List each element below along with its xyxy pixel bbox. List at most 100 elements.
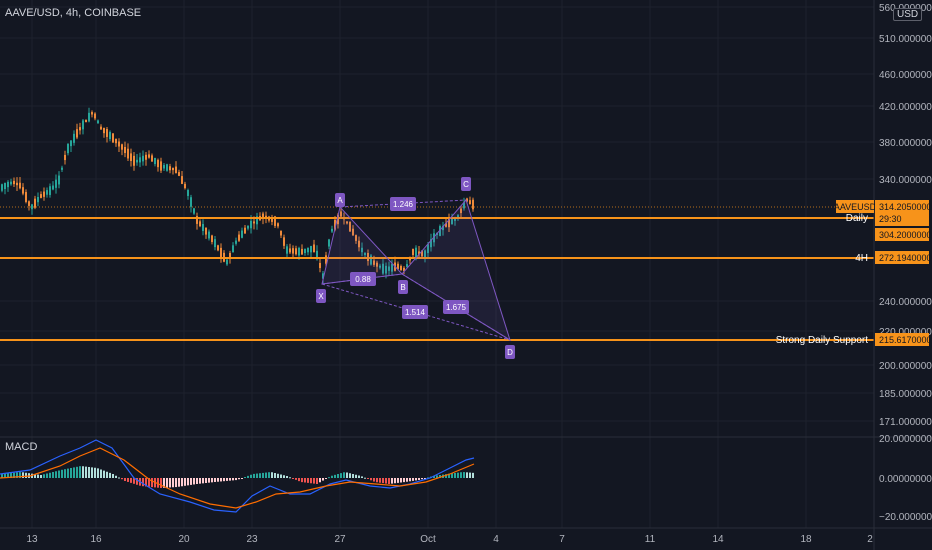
- candle-body: [256, 216, 258, 225]
- candle-body: [139, 157, 141, 163]
- macd-histogram-bar: [292, 478, 294, 479]
- macd-histogram-bar: [409, 478, 411, 482]
- macd-histogram-bar: [460, 472, 462, 478]
- candle-body: [220, 247, 222, 258]
- macd-histogram-bar: [376, 478, 378, 483]
- candle-body: [19, 182, 21, 189]
- macd-histogram-bar: [448, 473, 450, 478]
- macd-histogram-bar: [385, 478, 387, 484]
- macd-histogram-bar: [199, 478, 201, 484]
- candle-body: [430, 239, 432, 248]
- macd-histogram-bar: [244, 477, 246, 478]
- macd-histogram-bar: [97, 468, 99, 478]
- macd-axis-label: 0.00000000: [879, 474, 932, 485]
- candle-body: [205, 227, 207, 235]
- macd-histogram-bar: [412, 478, 414, 481]
- pattern-ratio-box[interactable]: [402, 305, 428, 319]
- candle-body: [58, 175, 60, 185]
- macd-histogram-bar: [436, 475, 438, 478]
- macd-histogram-bar: [472, 472, 474, 478]
- candle-body: [292, 248, 294, 254]
- candle-body: [382, 263, 384, 274]
- candle-body: [178, 172, 180, 176]
- macd-histogram-bar: [208, 478, 210, 483]
- macd-histogram-bar: [49, 472, 51, 478]
- macd-histogram-bar: [235, 478, 237, 481]
- macd-histogram-bar: [223, 478, 225, 482]
- macd-histogram-bar: [361, 476, 363, 478]
- candle-body: [307, 247, 309, 253]
- candle-body: [88, 112, 90, 122]
- price-tags: AAVEUSD 314.20500000 29:30 304.20000000 272.…: [834, 200, 932, 346]
- candle-body: [385, 265, 387, 274]
- macd-histogram-bar: [142, 478, 144, 487]
- macd-histogram-bar: [421, 478, 423, 480]
- time-axis-label: 11: [645, 534, 656, 545]
- candle-body: [181, 176, 183, 184]
- symbol-title[interactable]: AAVE/USD, 4h, COINBASE: [5, 7, 142, 19]
- candle-body: [226, 259, 228, 265]
- candle-body: [154, 157, 156, 165]
- candle-body: [322, 273, 324, 279]
- candle-body: [286, 246, 288, 254]
- pattern-point-label: X: [318, 292, 324, 301]
- macd-histogram-bar: [304, 478, 306, 483]
- price-axis-label: 200.00000000: [879, 361, 932, 372]
- macd-histogram-bar: [220, 478, 222, 482]
- macd-histogram-bar: [307, 478, 309, 483]
- candle-body: [352, 228, 354, 236]
- macd-histogram-bar: [115, 475, 117, 478]
- pattern-point-b[interactable]: [398, 280, 408, 294]
- time-axis-label: 18: [800, 534, 812, 545]
- h4-level-label: 4H: [855, 253, 868, 264]
- macd-histogram-bar: [331, 475, 333, 478]
- candle-body: [70, 140, 72, 147]
- macd-histogram-bar: [253, 473, 255, 478]
- pattern-point-label: B: [400, 283, 405, 292]
- candle-body: [334, 219, 336, 230]
- pattern-ratio-label: 1.514: [405, 308, 426, 317]
- candle-body: [136, 159, 138, 163]
- macd-histogram-bar: [7, 473, 9, 478]
- pattern-ratio-box[interactable]: [350, 272, 376, 286]
- macd-label[interactable]: MACD: [5, 441, 38, 453]
- macd-histogram-bar: [463, 472, 465, 478]
- candle-body: [190, 197, 192, 207]
- support-level-label: Strong Daily Support: [776, 335, 868, 346]
- pattern-ratio-box[interactable]: [390, 197, 416, 211]
- candle-body: [4, 182, 6, 190]
- macd-histogram-bar: [166, 478, 168, 488]
- time-axis[interactable]: 13 16 20 23 27 Oct 4 7 11 14 18 2: [26, 534, 873, 545]
- candle-body: [232, 245, 234, 253]
- macd-histogram-bar: [256, 473, 258, 478]
- macd-histogram-bar: [346, 472, 348, 478]
- harmonic-pattern[interactable]: X A B C D 1.246 0.88 1.514 1.675: [316, 177, 515, 359]
- pattern-point-label: A: [337, 196, 343, 205]
- candle-body: [439, 226, 441, 236]
- macd-histogram-bar: [274, 473, 276, 478]
- pattern-point-d[interactable]: [505, 345, 515, 359]
- pattern-point-a[interactable]: [335, 193, 345, 207]
- ratio-line-ac: [339, 199, 467, 208]
- candle-body: [16, 182, 18, 186]
- candle-body: [55, 179, 57, 188]
- macd-histogram-bar: [295, 478, 297, 480]
- macd-histogram-bar: [250, 474, 252, 478]
- pattern-point-c[interactable]: [461, 177, 471, 191]
- current-price-bg: [875, 200, 929, 226]
- macd-histogram-bar: [37, 474, 39, 478]
- candle-body: [412, 248, 414, 256]
- macd-pane[interactable]: 20.00000000 0.00000000 −20.00000000: [0, 434, 932, 523]
- macd-histogram-bar: [163, 478, 165, 488]
- macd-histogram-bar: [82, 466, 84, 478]
- currency-badge[interactable]: USD: [893, 8, 923, 21]
- candle-body: [115, 138, 117, 144]
- macd-histogram-bar: [364, 477, 366, 479]
- candle-body: [199, 221, 201, 227]
- pattern-ratio-box[interactable]: [443, 300, 469, 314]
- candle-body: [13, 180, 15, 185]
- candle-body: [133, 155, 135, 166]
- pattern-point-x[interactable]: [316, 289, 326, 303]
- candle-body: [283, 237, 285, 246]
